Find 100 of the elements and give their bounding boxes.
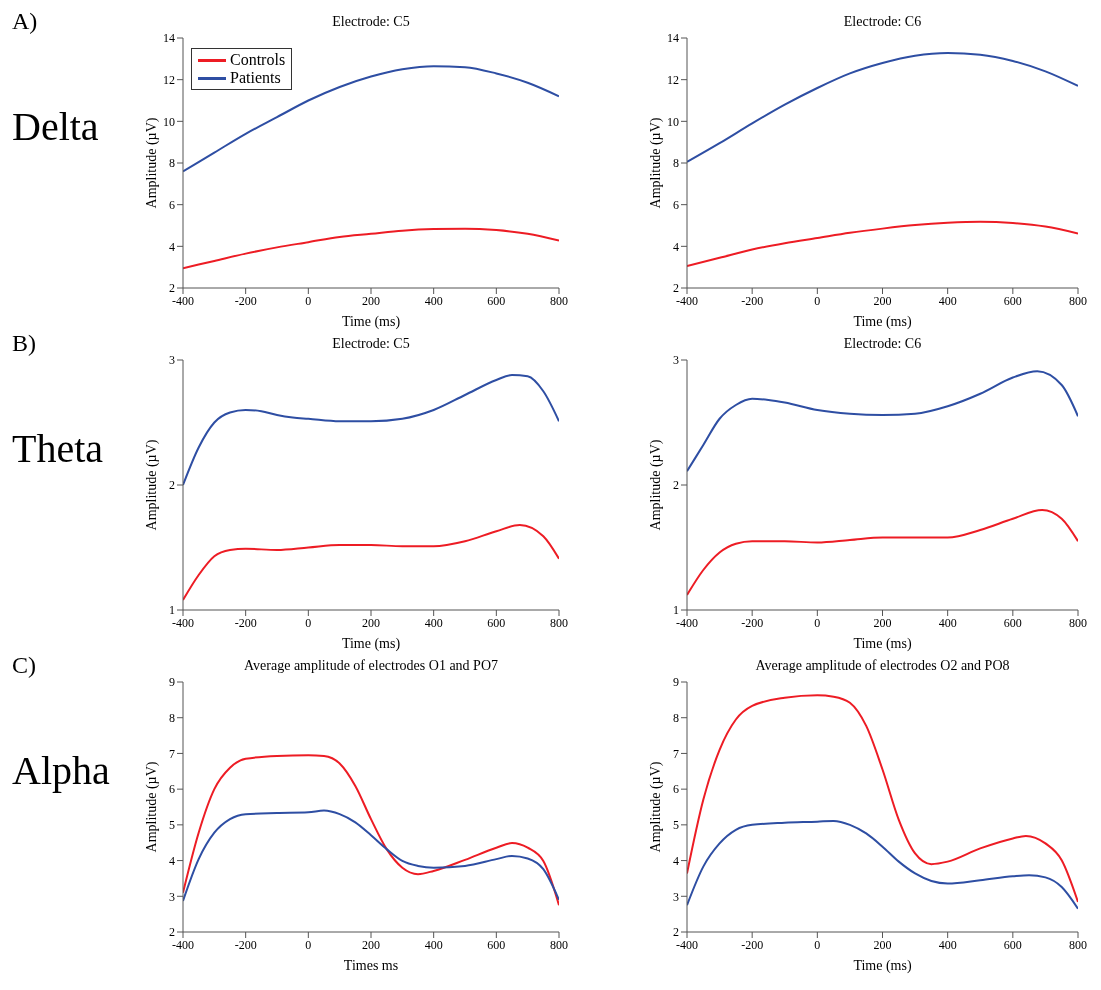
x-tick-label: -400 [172,615,194,630]
x-tick-label: 800 [550,293,568,308]
y-tick-label: 2 [169,478,175,493]
x-tick-label: 200 [873,293,892,308]
x-axis-title: Time (ms) [341,314,401,330]
line-series [687,819,1078,910]
x-tick-label: -200 [234,293,257,308]
x-tick-label: -400 [172,937,194,952]
y-tick-label: 14 [667,31,679,46]
x-tick-label: 600 [487,937,506,952]
text: C) [12,652,36,679]
x-tick-label: 800 [1069,937,1087,952]
x-tick-label: 0 [814,293,821,308]
text: Delta [12,103,99,150]
x-tick-label: 400 [938,937,957,952]
text: B) [12,330,36,357]
y-tick-label: 4 [673,853,679,868]
line-series [687,220,1078,268]
y-tick-label: 8 [169,710,175,725]
y-tick-label: 10 [163,114,175,129]
line-series [687,52,1078,163]
y-tick-label: 3 [673,889,679,904]
x-tick-label: -400 [676,293,698,308]
x-tick-label: 0 [305,293,312,308]
x-tick-label: 400 [938,615,957,630]
line-series [687,694,1078,903]
y-axis-title: Amplitude (µV) [647,117,664,209]
line-series [183,524,559,601]
y-axis-title: Amplitude (µV) [143,439,160,531]
x-axis-title: Time (ms) [853,636,912,652]
y-tick-label: 14 [163,31,175,46]
line-series [687,370,1078,473]
legend-label: Controls [230,51,286,69]
x-tick-label: -400 [676,937,698,952]
y-tick-label: 2 [673,925,679,940]
x-tick-label: 400 [938,293,957,308]
legend-label: Patients [230,69,281,87]
y-tick-label: 7 [673,746,679,761]
x-tick-label: -200 [234,937,257,952]
x-tick-label: 400 [424,615,443,630]
chart-title: Electrode: C5 [331,14,411,30]
x-tick-label: 800 [1069,293,1087,308]
chart-title: Electrode: C6 [842,336,923,352]
x-tick-label: 200 [873,615,892,630]
x-axis-title: Time (ms) [853,958,912,974]
x-tick-label: 400 [424,937,443,952]
chart-title: Electrode: C6 [842,14,923,30]
y-tick-label: 1 [673,603,679,618]
chart-title: Average amplitude of electrodes O2 and PO8 [754,658,1011,674]
y-axis-title: Amplitude (µV) [143,761,160,853]
y-tick-label: 3 [169,353,175,368]
y-tick-label: 12 [667,72,679,87]
x-axis-title: Time (ms) [341,636,401,652]
x-tick-label: -200 [741,937,764,952]
x-tick-label: 200 [362,293,380,308]
x-tick-label: -400 [172,293,194,308]
x-tick-label: 600 [1003,615,1022,630]
chart-title: Electrode: C5 [331,336,411,352]
line-series [183,754,559,907]
y-tick-label: 2 [673,281,679,296]
x-axis-title: Times ms [343,958,399,973]
line-series [183,809,559,902]
x-tick-label: 200 [873,937,892,952]
x-tick-label: -200 [741,293,764,308]
y-tick-label: 2 [169,925,175,940]
y-tick-label: 8 [169,156,175,171]
x-tick-label: 600 [1003,293,1022,308]
y-tick-label: 4 [673,239,679,254]
x-tick-label: 0 [814,937,821,952]
x-tick-label: 800 [550,615,568,630]
x-tick-label: 600 [1003,937,1022,952]
x-tick-label: -200 [741,615,764,630]
x-tick-label: 0 [814,615,821,630]
y-tick-label: 10 [667,114,679,129]
x-tick-label: -200 [234,615,257,630]
y-axis-title: Amplitude (µV) [647,439,664,531]
y-tick-label: 6 [673,782,679,797]
x-tick-label: 0 [305,615,312,630]
y-tick-label: 7 [169,746,175,761]
line-series [183,374,559,486]
y-tick-label: 2 [169,281,175,296]
x-tick-label: 0 [305,937,312,952]
x-axis-title: Time (ms) [853,314,912,330]
y-tick-label: 9 [673,675,679,690]
y-axis-title: Amplitude (µV) [647,761,664,853]
line-series [183,227,559,270]
y-tick-label: 6 [673,197,679,212]
x-tick-label: 400 [424,293,443,308]
y-tick-label: 5 [673,818,679,833]
y-tick-label: 6 [169,197,175,212]
x-tick-label: -400 [676,615,698,630]
y-tick-label: 4 [169,239,175,254]
y-tick-label: 5 [169,818,175,833]
line-series [687,509,1078,596]
x-tick-label: 800 [1069,615,1087,630]
y-tick-label: 4 [169,853,175,868]
y-axis-title: Amplitude (µV) [143,117,160,209]
chart-title: Average amplitude of electrodes O1 and PO7 [243,658,499,674]
y-tick-label: 9 [169,675,175,690]
y-tick-label: 1 [169,603,175,618]
